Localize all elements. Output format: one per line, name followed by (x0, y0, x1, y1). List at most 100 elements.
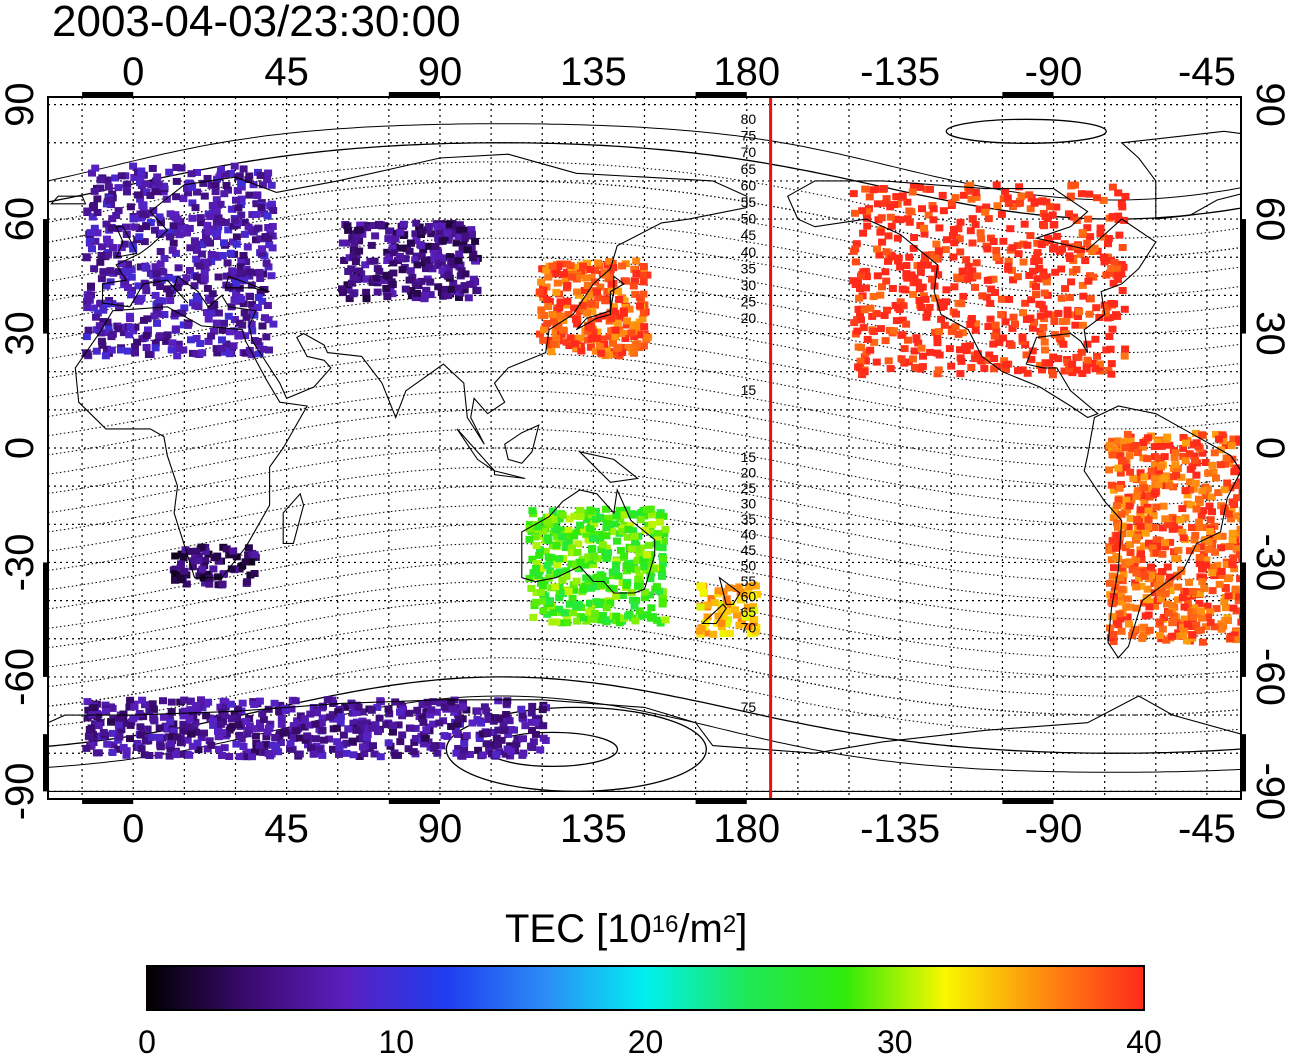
tec-cell (1236, 551, 1241, 559)
tec-cell (207, 305, 216, 313)
tec-cell (173, 284, 182, 291)
tec-cell (155, 332, 164, 340)
tec-cell (1011, 320, 1019, 328)
tec-cell (148, 165, 157, 172)
tec-cell (238, 321, 247, 329)
tec-cell (602, 505, 610, 513)
tec-cell (267, 272, 276, 280)
tec-cell (384, 739, 393, 747)
tec-cell (615, 619, 624, 627)
tec-cell (245, 172, 254, 180)
tec-cell (921, 295, 930, 303)
tec-cell (904, 358, 913, 366)
tec-cell (97, 337, 106, 345)
tec-cell (1037, 241, 1046, 249)
tec-cell (1040, 289, 1049, 297)
tec-cell (117, 260, 126, 268)
tec-cell (873, 245, 882, 253)
tec-cell (159, 697, 167, 705)
tec-cell (151, 344, 160, 352)
tec-cell (114, 268, 123, 276)
tec-cell (935, 224, 944, 232)
tec-cell (442, 285, 450, 293)
tec-cell (1159, 502, 1168, 510)
tec-cell (138, 335, 147, 343)
tec-cell (1107, 481, 1116, 489)
tec-cell (336, 713, 345, 721)
tec-cell (1036, 328, 1045, 335)
tec-cell (201, 579, 210, 587)
tec-cell (614, 343, 623, 351)
tec-cell (1151, 602, 1160, 610)
tec-cell (460, 746, 469, 754)
tec-cell (227, 170, 235, 177)
tec-cell (1125, 452, 1134, 460)
tec-cell (255, 697, 264, 705)
tec-cell (90, 202, 98, 209)
tec-cell (633, 557, 642, 564)
tec-cell (875, 251, 884, 259)
tec-cell (93, 326, 101, 334)
tec-cell (155, 213, 164, 221)
tec-cell (886, 365, 895, 373)
tec-cell (178, 309, 187, 317)
tec-cell (198, 565, 207, 573)
tec-cell (1121, 345, 1130, 353)
tec-cell (92, 313, 100, 321)
tec-cell (1093, 194, 1101, 202)
tec-cell (918, 205, 926, 213)
tec-cell (106, 267, 115, 275)
tec-cell (590, 530, 599, 538)
tec-cell (570, 586, 578, 594)
tec-cell (126, 203, 135, 211)
tec-cell (1161, 590, 1170, 598)
tec-cell (957, 300, 966, 308)
tec-cell (235, 721, 243, 729)
tec-cell (1211, 548, 1219, 556)
tec-cell (1078, 370, 1087, 377)
tec-cell (129, 245, 138, 253)
tec-cell (1158, 550, 1167, 558)
tec-cell (1197, 614, 1206, 622)
tec-cell (382, 271, 391, 279)
tec-cell (931, 294, 940, 302)
tec-cell (225, 753, 234, 760)
tec-cell (1040, 222, 1049, 230)
tec-cell (398, 731, 407, 739)
tec-cell (547, 554, 556, 562)
tec-cell (1034, 198, 1043, 206)
tec-cell (539, 734, 548, 742)
tec-cell (390, 249, 399, 257)
tec-cell (167, 346, 176, 354)
tec-cell (1179, 631, 1188, 639)
tec-cell (604, 549, 613, 557)
tec-cell (1144, 516, 1153, 524)
tec-cell (638, 315, 647, 323)
tec-cell (85, 733, 94, 741)
tec-cell (579, 614, 588, 622)
tec-cell (1112, 502, 1121, 510)
tec-cell (984, 323, 993, 330)
tec-cell (333, 738, 342, 746)
tec-cell (573, 528, 582, 536)
tec-cell (1043, 215, 1052, 222)
tec-cell (1156, 595, 1165, 603)
tec-cell (440, 703, 449, 711)
contour-label: 30 (741, 277, 757, 293)
tec-cell (1057, 265, 1066, 273)
tec-cell (1119, 501, 1128, 509)
tec-cell (1074, 353, 1083, 361)
tec-cell (145, 752, 154, 759)
tec-cell (343, 222, 352, 230)
tec-cell (242, 258, 251, 266)
tec-cell (165, 290, 174, 298)
tec-cell (896, 216, 905, 224)
tec-cell (262, 733, 271, 741)
tec-cell (165, 274, 174, 282)
tec-cell (570, 532, 579, 540)
lon-tick-label-bottom: 0 (122, 807, 144, 851)
tec-cell (461, 232, 470, 240)
tec-cell (468, 230, 476, 238)
tec-cell (236, 269, 245, 277)
tec-cell (639, 263, 648, 270)
